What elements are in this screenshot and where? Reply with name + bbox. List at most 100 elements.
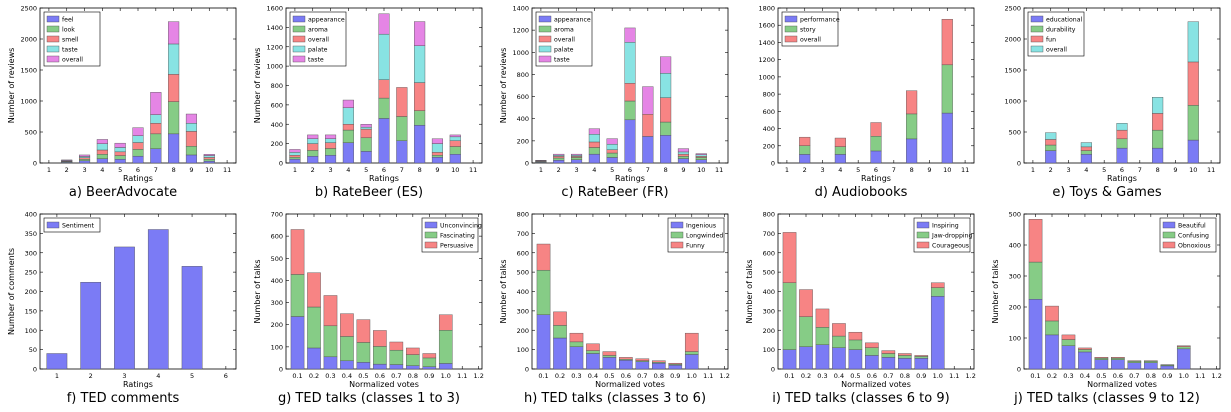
bar-segment: [1080, 150, 1092, 155]
x-tick-label: 8: [664, 166, 668, 174]
bar-segment: [78, 157, 91, 160]
bar-segment: [684, 351, 699, 355]
x-axis-label: Normalized votes: [841, 380, 911, 389]
panel-caption: b) RateBeer (ES): [314, 185, 424, 200]
y-tick-label: 600: [763, 108, 775, 116]
y-tick-label: 150: [25, 307, 37, 315]
bar-segment: [96, 139, 108, 144]
bar-segment: [668, 364, 683, 370]
x-tick-label: 0.6: [1113, 372, 1123, 380]
x-tick-label: 1.2: [474, 372, 484, 380]
y-tick-label: 0: [525, 366, 529, 374]
y-axis-label: Number of comments: [7, 248, 16, 335]
legend-swatch: [292, 55, 306, 63]
x-tick-label: 1.1: [1195, 372, 1205, 380]
bar-segment: [624, 42, 636, 84]
bar-segment: [378, 118, 390, 164]
panel-caption: j) TED talks (classes 9 to 12): [1014, 391, 1200, 406]
y-tick-label: 300: [517, 307, 529, 315]
bar-segment: [46, 353, 68, 370]
bar-segment: [815, 308, 830, 328]
bar-segment: [677, 148, 689, 153]
y-tick-label: 500: [1009, 211, 1021, 219]
bar-segment: [168, 43, 180, 75]
x-tick-label: 0.7: [1129, 372, 1139, 380]
bar-segment: [1152, 147, 1164, 164]
legend-label: Confusing: [1178, 233, 1209, 240]
bar-segment: [930, 287, 945, 297]
x-tick-label: 0.2: [555, 372, 565, 380]
bar-segment: [150, 92, 162, 115]
legend-swatch: [670, 221, 684, 229]
bar-segment: [588, 134, 600, 143]
bar-segment: [834, 137, 846, 147]
x-tick-label: 1: [47, 166, 51, 174]
bar-segment: [1144, 362, 1158, 370]
bar-segment: [1045, 144, 1057, 151]
legend-label: taste: [554, 57, 570, 64]
bar-segment: [588, 141, 600, 148]
legend-swatch: [538, 45, 552, 53]
x-tick-label: 0.2: [801, 372, 811, 380]
bar-segment: [431, 143, 443, 153]
bar-segment: [1176, 348, 1191, 370]
x-tick-label: 3: [820, 166, 824, 174]
bar-segment: [1152, 129, 1164, 149]
bar-segment: [150, 123, 162, 135]
bar-segment: [414, 110, 426, 126]
x-axis-label: Ratings: [369, 174, 399, 183]
legend-swatch: [784, 15, 798, 23]
legend-swatch: [292, 35, 306, 43]
legend-label: appearance: [308, 17, 345, 24]
y-tick-label: 700: [763, 230, 775, 238]
bar-segment: [342, 124, 354, 131]
bar-segment: [290, 316, 305, 370]
legend-swatch: [46, 55, 60, 63]
bar-segment: [342, 107, 354, 125]
y-tick-label: 1400: [266, 24, 283, 32]
bar-segment: [1078, 351, 1092, 370]
y-tick-label: 200: [271, 140, 283, 148]
bar-segment: [865, 342, 879, 348]
y-tick-label: 700: [271, 211, 283, 219]
bar-segment: [1094, 357, 1109, 360]
bar-segment: [438, 363, 453, 370]
bar-segment: [570, 153, 583, 156]
bar-segment: [898, 358, 912, 370]
y-tick-label: 300: [763, 307, 775, 315]
bar-segment: [881, 353, 896, 358]
bar-segment: [1187, 21, 1199, 63]
x-tick-label: 6: [224, 372, 228, 380]
y-tick-label: 100: [517, 346, 529, 354]
x-tick-label: 5: [610, 166, 614, 174]
bar-segment: [114, 155, 126, 160]
y-axis-label: Number of talks: [253, 260, 262, 324]
legend-label: Inspiring: [932, 223, 959, 230]
bar-segment: [114, 246, 135, 370]
x-tick-label: 7: [646, 166, 650, 174]
bar-segment: [378, 79, 390, 99]
legend-label: taste: [308, 57, 324, 64]
x-tick-label: 1.2: [1212, 372, 1222, 380]
legend-swatch: [1030, 45, 1044, 53]
x-axis-label: Ratings: [615, 174, 645, 183]
bar-segment: [431, 155, 443, 158]
bar-segment: [378, 33, 390, 80]
bar-segment: [1116, 123, 1128, 131]
bar-segment: [324, 134, 337, 139]
legend-label: appearance: [554, 17, 591, 24]
y-axis-label: Number of talks: [991, 260, 1000, 324]
bar-segment: [624, 100, 636, 121]
bar-segment: [553, 325, 567, 339]
bar-segment: [906, 138, 918, 164]
bar-segment: [324, 155, 337, 164]
y-tick-label: 600: [763, 249, 775, 257]
x-tick-label: 1: [539, 166, 543, 174]
legend-swatch: [1030, 35, 1044, 43]
bar-segment: [1094, 359, 1109, 370]
bar-segment: [677, 153, 689, 157]
x-tick-label: 0.7: [391, 372, 401, 380]
bar-segment: [323, 325, 338, 358]
bar-segment: [289, 152, 301, 156]
x-tick-label: 0.1: [784, 372, 794, 380]
